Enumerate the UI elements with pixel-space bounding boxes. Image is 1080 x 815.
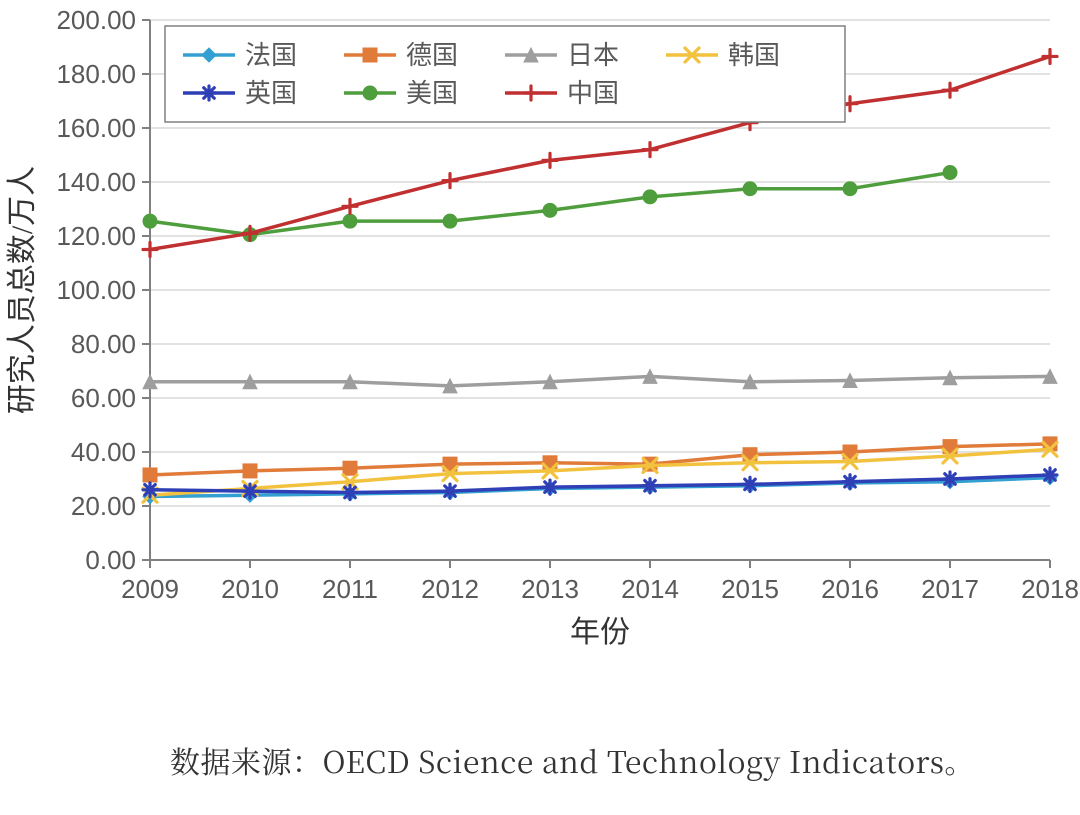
svg-text:160.00: 160.00 <box>56 113 136 143</box>
svg-text:2009: 2009 <box>121 574 179 604</box>
svg-text:120.00: 120.00 <box>56 221 136 251</box>
svg-text:40.00: 40.00 <box>71 437 136 467</box>
svg-text:200.00: 200.00 <box>56 5 136 35</box>
legend-label-usa: 美国 <box>406 79 458 108</box>
page-root: 0.00 20.00 40.00 60.00 80.00 100.00 120.00 140.… <box>0 0 1080 815</box>
svg-text:2017: 2017 <box>921 574 979 604</box>
svg-text:2010: 2010 <box>221 574 279 604</box>
svg-text:180.00: 180.00 <box>56 59 136 89</box>
svg-text:2016: 2016 <box>821 574 879 604</box>
legend-label-japan: 日本 <box>567 41 619 70</box>
svg-text:2015: 2015 <box>721 574 779 604</box>
svg-text:140.00: 140.00 <box>56 167 136 197</box>
svg-text:80.00: 80.00 <box>71 329 136 359</box>
svg-text:60.00: 60.00 <box>71 383 136 413</box>
svg-text:2011: 2011 <box>322 574 378 604</box>
legend-label-korea: 韩国 <box>728 41 780 70</box>
svg-text:2018: 2018 <box>1021 574 1079 604</box>
svg-text:0.00: 0.00 <box>85 545 136 575</box>
svg-text:2014: 2014 <box>621 574 679 604</box>
legend-label-uk: 英国 <box>245 79 297 108</box>
svg-text:100.00: 100.00 <box>56 275 136 305</box>
legend-label-china: 中国 <box>567 79 619 108</box>
y-axis-label: 研究人员总数/万人 <box>6 166 39 414</box>
svg-text:2012: 2012 <box>421 574 479 604</box>
legend: 法国 德国 日本 韩国英国 美国 中国 <box>165 26 845 122</box>
svg-text:2013: 2013 <box>521 574 579 604</box>
svg-text:20.00: 20.00 <box>71 491 136 521</box>
data-source-caption: 数据来源：OECD Science and Technology Indicat… <box>170 738 975 782</box>
line-chart: 0.00 20.00 40.00 60.00 80.00 100.00 120.00 140.… <box>0 0 1080 815</box>
x-axis-label: 年份 <box>570 616 630 649</box>
legend-label-germany: 德国 <box>406 41 458 70</box>
legend-label-france: 法国 <box>245 41 297 70</box>
